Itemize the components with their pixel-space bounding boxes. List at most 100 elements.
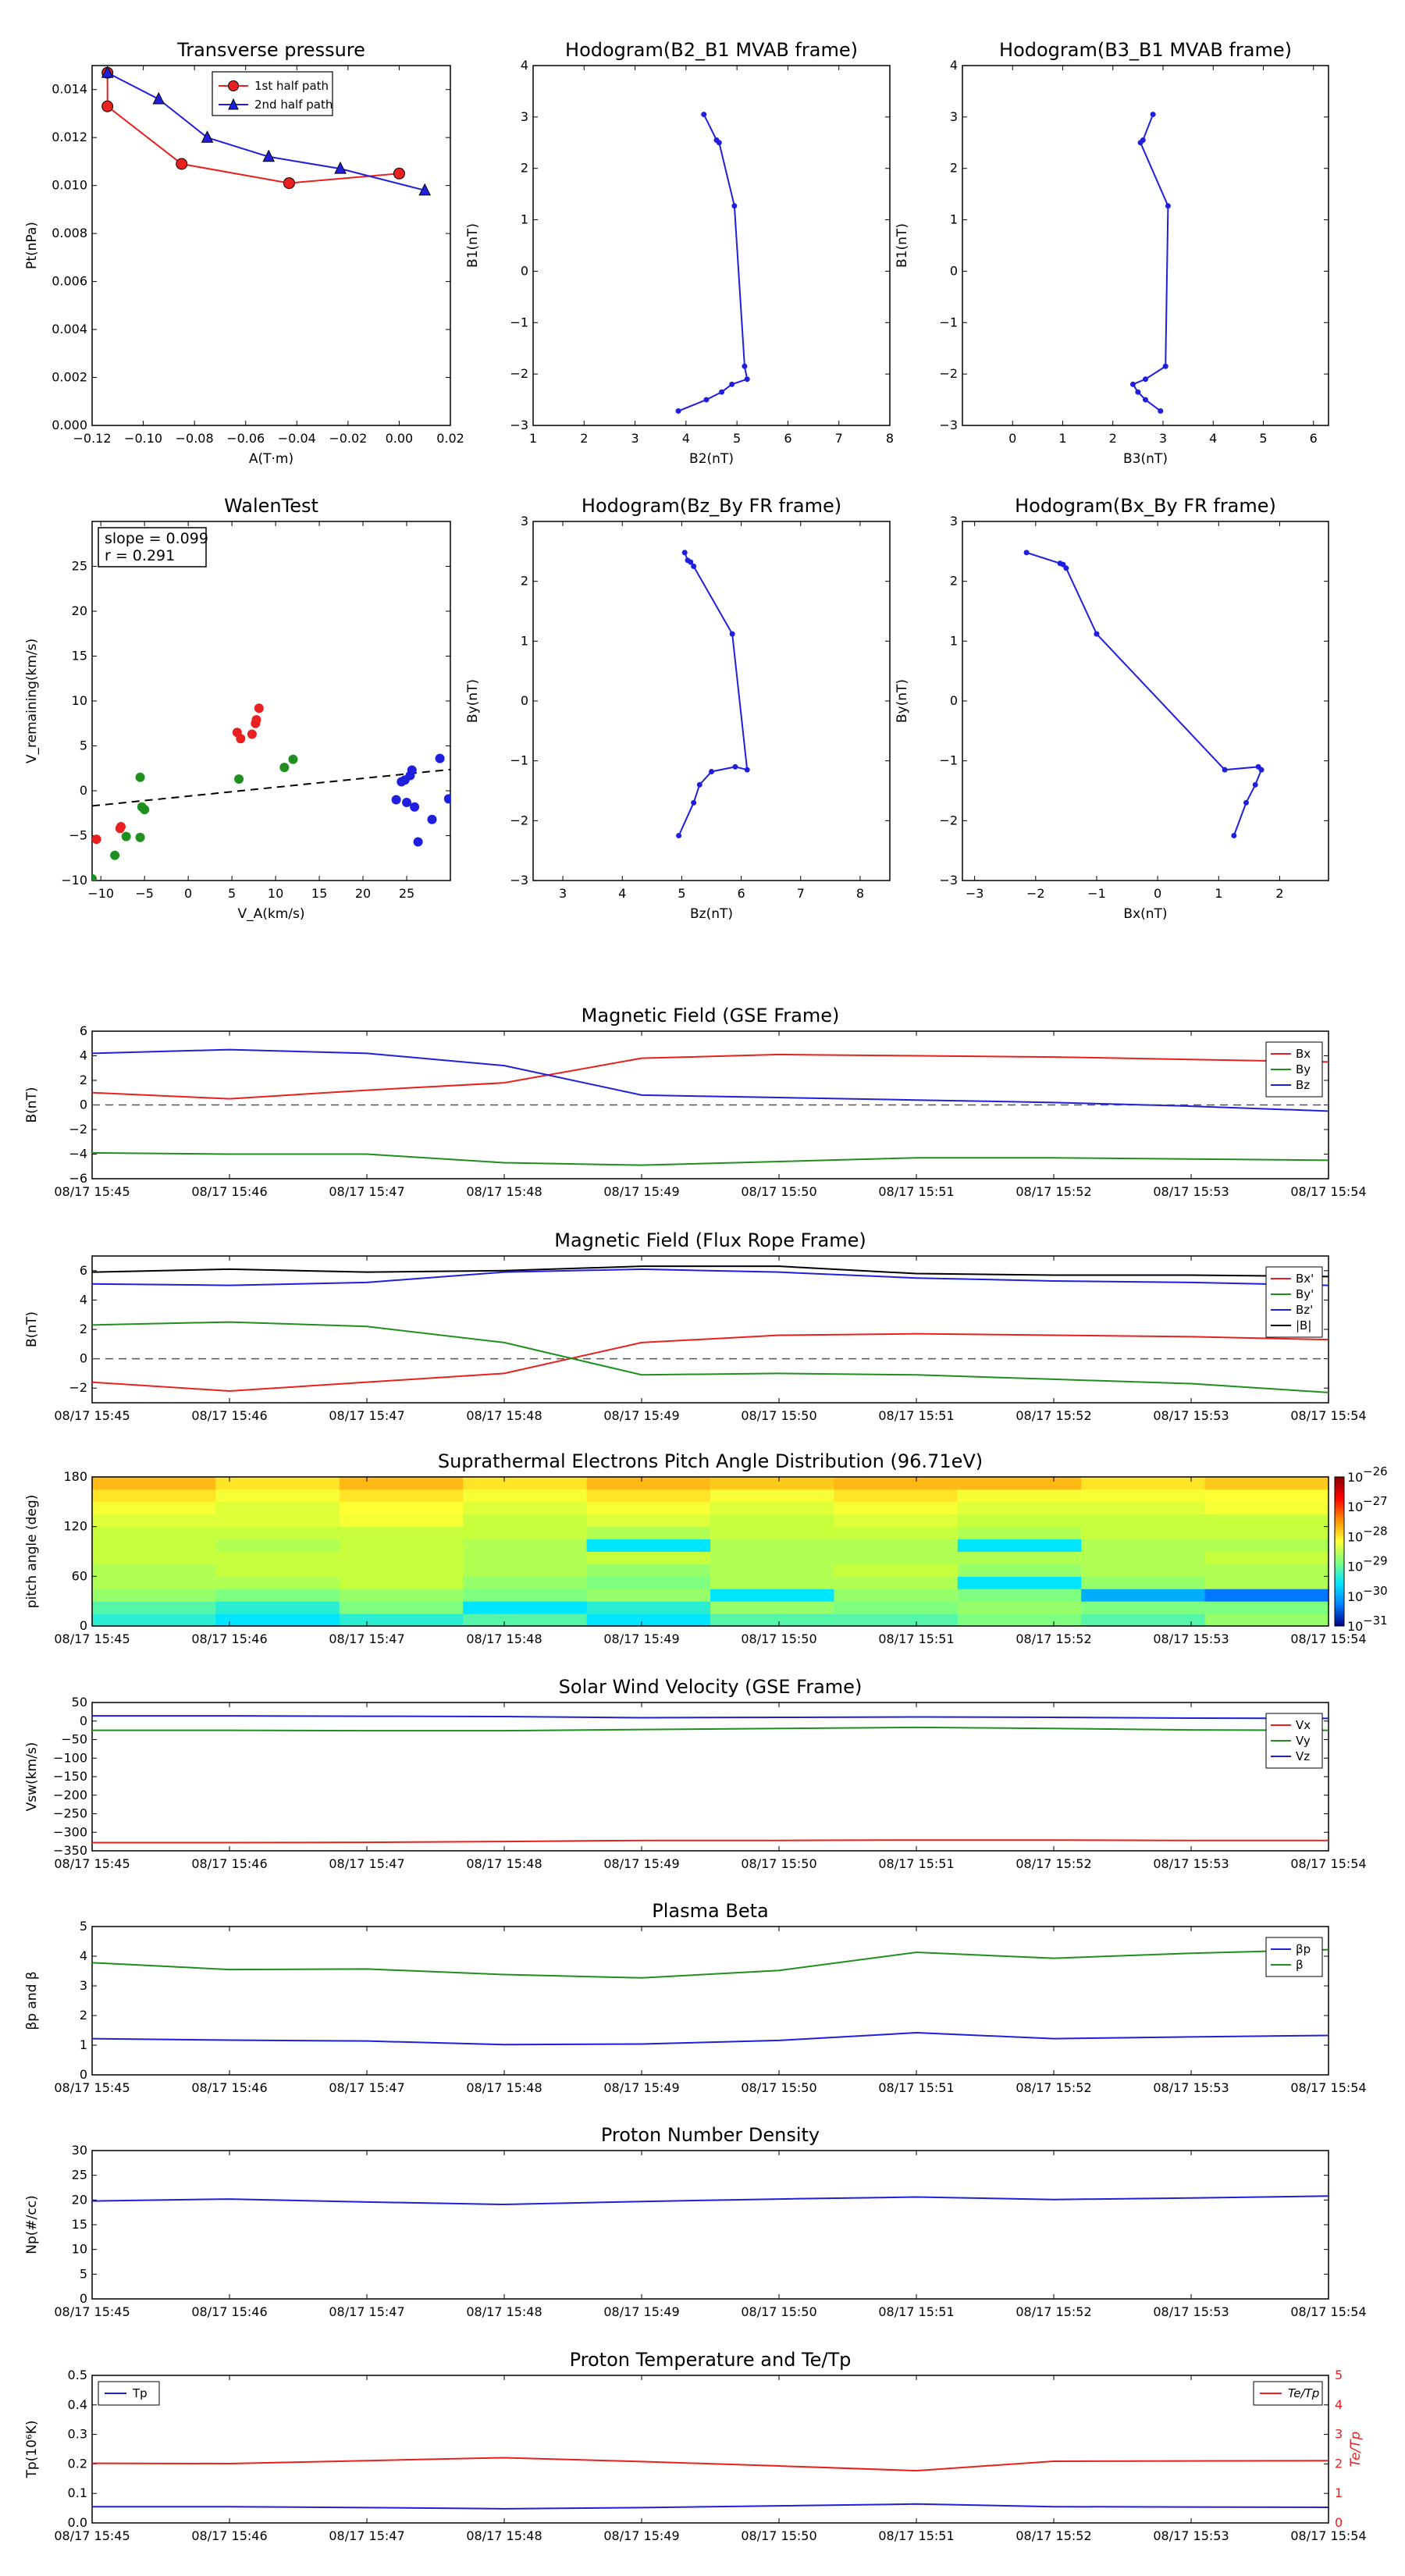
x-tick-label: 08/17 15:53 bbox=[1153, 1631, 1229, 1646]
x-tick-label: 08/17 15:46 bbox=[191, 1631, 267, 1646]
heat-cell bbox=[463, 1576, 588, 1589]
series-line bbox=[678, 114, 749, 412]
data-point bbox=[140, 805, 150, 815]
y-tick-label: 0.014 bbox=[52, 82, 87, 97]
heat-cell bbox=[1204, 1614, 1329, 1627]
x-tick-label: 08/17 15:49 bbox=[603, 1631, 679, 1646]
x-axis-label: A(T·m) bbox=[249, 451, 293, 467]
data-point bbox=[121, 831, 131, 841]
y-right-tick-label: 3 bbox=[1335, 2427, 1343, 2442]
data-point bbox=[1158, 408, 1164, 415]
y-tick-label: 0 bbox=[950, 263, 958, 278]
heat-cell bbox=[215, 1564, 340, 1577]
chart-h4: Hodogram(Bx_By FR frame) −3 −2 −1 0 1 2 −3 −2 −1 0… bbox=[895, 495, 1329, 922]
x-tick-label: 08/17 15:49 bbox=[603, 1856, 679, 1871]
y-axis-label: Tp(10⁶K) bbox=[24, 2420, 40, 2478]
plot-frame bbox=[91, 1926, 1329, 2076]
chart-title: Magnetic Field (Flux Rope Frame) bbox=[554, 1229, 866, 1251]
x-tick-label: 0 bbox=[1154, 886, 1161, 901]
heat-cell bbox=[92, 1564, 216, 1577]
x-axis-label: Bx(nT) bbox=[1123, 906, 1167, 922]
heat-cell bbox=[92, 1614, 216, 1627]
x-tick-label: 08/17 15:52 bbox=[1016, 1856, 1091, 1871]
heat-cell bbox=[834, 1564, 959, 1577]
x-tick-label: 2 bbox=[1275, 886, 1283, 901]
colorbar-tick-label: 10 bbox=[1347, 1470, 1363, 1485]
x-tick-label: 6 bbox=[784, 431, 791, 446]
y-tick-label: −150 bbox=[53, 1769, 87, 1784]
y-right-tick-label: 5 bbox=[1335, 2368, 1343, 2382]
y-tick-label: 2 bbox=[950, 574, 958, 589]
heat-cell bbox=[834, 1589, 959, 1602]
y-tick-label: 0.012 bbox=[52, 130, 87, 144]
heat-cell bbox=[957, 1589, 1082, 1602]
x-tick-label: 08/17 15:52 bbox=[1016, 1631, 1091, 1646]
heat-cell bbox=[92, 1539, 216, 1552]
heat-cell bbox=[586, 1601, 711, 1614]
y-tick-label: 3 bbox=[80, 1978, 87, 1993]
y-tick-label: 0.004 bbox=[52, 322, 87, 336]
x-tick-label: 7 bbox=[797, 886, 805, 901]
heat-cell bbox=[834, 1501, 959, 1515]
heat-cell bbox=[1204, 1514, 1329, 1528]
legend-label: Bz bbox=[1296, 1078, 1310, 1092]
x-axis-label: Bz(nT) bbox=[690, 906, 733, 922]
x-tick-label: 08/17 15:47 bbox=[329, 2528, 404, 2543]
x-tick-label: 6 bbox=[1310, 431, 1318, 446]
y-tick-label: 1 bbox=[521, 633, 528, 648]
series-0 bbox=[675, 112, 750, 415]
heat-cell bbox=[215, 1477, 340, 1490]
series-line-Bx bbox=[91, 1053, 1329, 1100]
heat-cell bbox=[586, 1576, 711, 1589]
y-tick-label: −1 bbox=[510, 315, 528, 329]
x-tick-label: 08/17 15:46 bbox=[191, 2528, 267, 2543]
x-tick-label: 08/17 15:48 bbox=[466, 1184, 542, 1199]
data-point bbox=[719, 389, 725, 395]
data-point bbox=[393, 167, 405, 180]
chart-mag_fr: Magnetic Field (Flux Rope Frame) −2 0 2 4 6 B(… bbox=[24, 1229, 1367, 1423]
chart-title: Hodogram(B3_B1 MVAB frame) bbox=[999, 39, 1292, 61]
data-point bbox=[247, 729, 257, 739]
x-tick-label: 20 bbox=[355, 886, 371, 901]
heat-cell bbox=[957, 1601, 1082, 1614]
series-line-Tp bbox=[92, 2503, 1329, 2510]
y-axis-label: B(nT) bbox=[24, 1087, 40, 1123]
heat-cell bbox=[1204, 1526, 1329, 1540]
y-axis-label: By(nT) bbox=[895, 679, 910, 723]
heat-cell bbox=[710, 1539, 834, 1552]
y-tick-label: 10 bbox=[72, 693, 87, 708]
y-tick-label: −350 bbox=[53, 1843, 87, 1858]
heat-cell bbox=[463, 1539, 588, 1552]
heat-cell bbox=[710, 1501, 834, 1515]
heat-cell bbox=[710, 1589, 834, 1602]
heat-cell bbox=[957, 1501, 1082, 1515]
heat-cell bbox=[1204, 1477, 1329, 1490]
heat-cell bbox=[339, 1551, 464, 1564]
series-1st half path bbox=[101, 66, 405, 190]
data-point bbox=[101, 100, 114, 112]
heat-cell bbox=[339, 1477, 464, 1490]
x-tick-label: 08/17 15:51 bbox=[878, 1856, 954, 1871]
series-0 bbox=[1129, 112, 1171, 415]
data-point bbox=[201, 130, 214, 143]
data-point bbox=[152, 91, 165, 105]
heat-cell bbox=[1081, 1589, 1206, 1602]
heat-cell bbox=[463, 1489, 588, 1503]
y-tick-label: 3 bbox=[950, 514, 958, 528]
x-axis-label: V_A(km/s) bbox=[237, 906, 304, 922]
x-tick-label: 08/17 15:48 bbox=[466, 1408, 542, 1423]
x-tick-label: 08/17 15:53 bbox=[1153, 1408, 1229, 1423]
data-point bbox=[1135, 389, 1141, 395]
plot-frame bbox=[91, 65, 451, 426]
data-point bbox=[676, 833, 682, 838]
x-tick-label: −2 bbox=[1026, 886, 1045, 901]
plot-frame bbox=[962, 65, 1329, 426]
y-tick-label: −2 bbox=[939, 366, 958, 381]
heat-cell bbox=[586, 1539, 711, 1552]
heat-cell bbox=[339, 1526, 464, 1540]
legend-label: Te/Tp bbox=[1288, 2386, 1319, 2400]
x-tick-label: 08/17 15:50 bbox=[741, 1631, 816, 1646]
x-tick-label: 3 bbox=[1159, 431, 1167, 446]
data-point bbox=[391, 795, 401, 805]
y-right-axis-label: Te/Tp bbox=[1348, 2431, 1364, 2467]
